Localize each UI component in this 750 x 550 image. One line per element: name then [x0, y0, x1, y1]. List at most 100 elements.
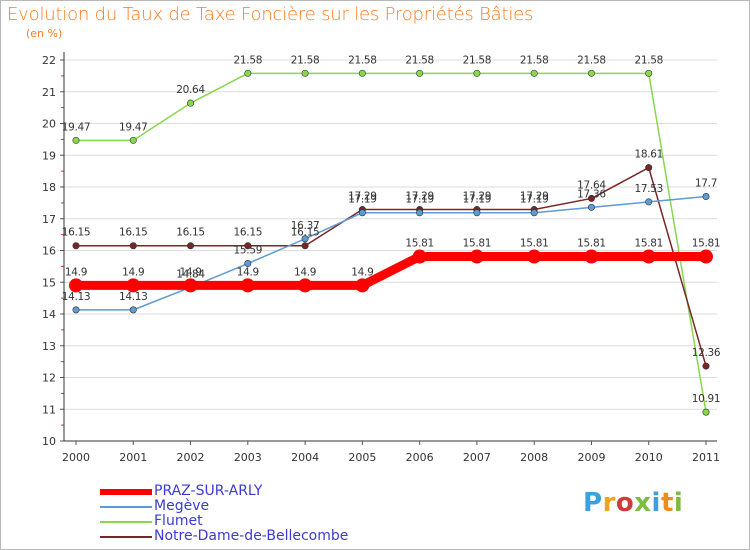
data-point	[129, 242, 137, 250]
data-label: 17.19	[463, 194, 492, 206]
data-label: 21.58	[234, 54, 263, 66]
y-tick-label: 20	[42, 118, 56, 131]
legend-item-praz-sur-arly: PRAZ-SUR-ARLY	[100, 483, 400, 500]
data-label: 15.81	[463, 238, 492, 250]
series-line	[75, 166, 707, 367]
y-tick-label: 11	[42, 403, 56, 416]
legend-swatch-praz-sur-arly	[100, 489, 152, 495]
x-tick-label: 2006	[406, 451, 434, 464]
data-point	[355, 278, 370, 293]
y-tick-label: 10	[42, 435, 56, 448]
data-point	[473, 209, 481, 217]
logo-letter: i	[673, 488, 684, 518]
y-axis-unit-label: (en %)	[26, 27, 63, 40]
x-tick-label: 2010	[635, 451, 663, 464]
data-point	[702, 362, 710, 370]
y-tick-label: 16	[42, 245, 56, 258]
data-point	[244, 242, 252, 250]
data-label: 14.9	[294, 266, 316, 278]
legend-label-notre-dame-de-bellecombe: Notre-Dame-de-Bellecombe	[154, 528, 349, 544]
x-tick-label: 2011	[692, 451, 720, 464]
y-tick-label: 17	[42, 213, 56, 226]
y-tick-label: 12	[42, 372, 56, 385]
y-tick-label: 22	[42, 54, 56, 67]
data-point	[587, 203, 595, 211]
logo-letter: i	[651, 488, 661, 518]
logo-letter: o	[615, 488, 635, 518]
data-label: 14.13	[119, 291, 148, 303]
data-point	[587, 194, 595, 202]
data-point	[702, 193, 710, 201]
data-label: 21.58	[291, 54, 320, 66]
data-point	[530, 209, 538, 217]
legend-swatch-flumet	[100, 521, 152, 523]
data-point	[298, 278, 313, 293]
data-label: 21.58	[634, 54, 663, 66]
data-point	[416, 209, 424, 217]
legend-label-praz-sur-arly: PRAZ-SUR-ARLY	[154, 483, 263, 499]
logo-letter: t	[660, 488, 674, 518]
legend-swatch-megeve	[100, 506, 152, 508]
logo-letter: r	[602, 488, 616, 518]
logo-letter: x	[634, 488, 652, 518]
y-tick-label: 21	[42, 86, 56, 99]
data-label: 21.58	[463, 54, 492, 66]
data-point	[527, 249, 542, 264]
y-tick-label: 14	[42, 308, 56, 321]
data-point	[645, 69, 653, 77]
data-label: 14.9	[237, 266, 259, 278]
data-label: 14.9	[122, 266, 144, 278]
data-label: 15.81	[692, 238, 721, 250]
data-point	[641, 249, 656, 264]
data-point	[469, 249, 484, 264]
data-label: 17.7	[695, 178, 717, 190]
data-point	[645, 164, 653, 172]
data-point	[301, 242, 309, 250]
data-label: 14.9	[351, 266, 373, 278]
data-label: 14.13	[62, 291, 91, 303]
x-tick-label: 2002	[177, 451, 205, 464]
data-point	[584, 249, 599, 264]
data-point	[412, 249, 427, 264]
data-label: 15.81	[634, 238, 663, 250]
data-label: 17.29	[405, 191, 434, 203]
y-tick-label: 15	[42, 276, 56, 289]
data-point	[187, 99, 195, 107]
data-label: 17.64	[577, 179, 606, 191]
data-label: 15.59	[234, 245, 263, 257]
series-line	[75, 72, 707, 413]
data-point	[416, 69, 424, 77]
series-line	[71, 252, 711, 290]
y-tick-label: 19	[42, 149, 56, 162]
x-tick-label: 2005	[348, 451, 376, 464]
data-point	[126, 278, 141, 293]
data-label: 15.81	[405, 238, 434, 250]
data-label: 16.15	[234, 227, 263, 239]
data-label: 16.15	[176, 227, 205, 239]
legend-label-megeve: Megève	[154, 498, 210, 514]
legend-item-notre-dame-de-bellecombe: Notre-Dame-de-Bellecombe	[100, 528, 400, 545]
data-label: 16.37	[291, 220, 320, 232]
data-point	[72, 306, 80, 314]
data-label: 17.19	[405, 194, 434, 206]
data-point	[587, 69, 595, 77]
y-tick-label: 13	[42, 340, 56, 353]
data-label: 21.58	[405, 54, 434, 66]
x-tick-label: 2004	[291, 451, 319, 464]
data-label: 21.58	[348, 54, 377, 66]
data-label: 17.36	[577, 188, 606, 200]
data-point	[72, 242, 80, 250]
data-point	[129, 306, 137, 314]
legend-item-megeve: Megève	[100, 498, 400, 515]
data-label: 21.58	[520, 54, 549, 66]
data-point	[301, 69, 309, 77]
data-point	[187, 242, 195, 250]
data-label: 19.47	[119, 121, 148, 133]
data-label: 18.61	[634, 149, 663, 161]
x-tick-label: 2007	[463, 451, 491, 464]
data-label: 17.19	[348, 194, 377, 206]
data-label: 16.15	[62, 227, 91, 239]
data-label: 17.19	[520, 194, 549, 206]
x-tick-label: 2003	[234, 451, 262, 464]
